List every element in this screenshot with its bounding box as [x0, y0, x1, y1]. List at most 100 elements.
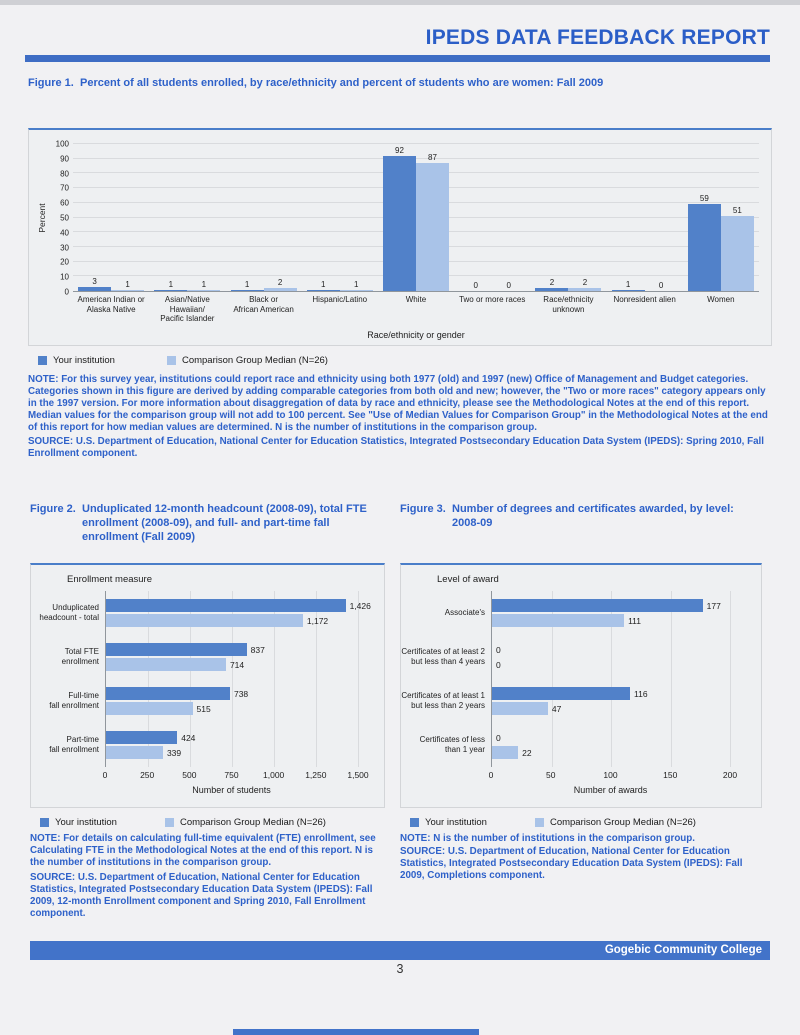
axis-tick-label: 0 [64, 287, 69, 297]
axis-tick-label: 1,250 [305, 770, 327, 780]
institution-swatch-icon [410, 818, 419, 827]
figure2-plot-row: Unduplicated headcount - total Total FTE … [31, 591, 384, 767]
axis-tick-label: 250 [140, 770, 155, 780]
figure2-source: SOURCE: U.S. Department of Education, Na… [30, 872, 373, 919]
axis-tick-label: 60 [60, 198, 69, 208]
figure3-note: NOTE: N is the number of institutions in… [400, 833, 695, 844]
axis-tick-label: 1,000 [263, 770, 285, 780]
bar-group: 0 22 [492, 723, 730, 767]
bar-your-institution [106, 687, 230, 700]
gridline [730, 591, 731, 767]
bar-your-institution [687, 204, 721, 291]
figure2-legend: Your institution Comparison Group Median… [40, 817, 326, 828]
bar-group: 837 714 [106, 635, 358, 679]
bar-value-label: 3 [92, 276, 97, 286]
axis-tick-label: 100 [55, 139, 69, 149]
figure1-source: SOURCE: U.S. Department of Education, Na… [28, 436, 764, 459]
category-label: Asian/Native Hawaiian/ Pacific Islander [160, 295, 215, 324]
bar-value-label: 0 [506, 281, 511, 290]
figure2-category-labels: Unduplicated headcount - total Total FTE … [31, 591, 105, 767]
figure1-title-text: Percent of all students enrolled, by rac… [80, 77, 604, 89]
bar-value-label: 339 [166, 747, 182, 758]
legend-item-institution: Your institution [40, 817, 117, 828]
axis-tick-label: 50 [60, 213, 69, 223]
median-swatch-icon [534, 818, 544, 827]
figure2-axis-title: Enrollment measure [67, 574, 153, 585]
axis-tick-label: 100 [603, 770, 618, 780]
bar-value-label: 714 [229, 659, 245, 670]
figure1-category-labels: American Indian or Alaska Native Asian/Na… [73, 295, 759, 324]
figure3-category-labels: Associate's Certificates of at least 2 bu… [401, 591, 491, 767]
bar-value-label: 0 [658, 281, 664, 290]
figure3-plot-area: 177 111 0 0 116 47 0 22 [491, 591, 731, 767]
bar-value-label: 1 [168, 279, 174, 289]
legend-item-institution: Your institution [38, 355, 115, 366]
bar-value-label: 2 [277, 278, 283, 288]
bar-group: 92 87 [378, 144, 454, 291]
figure1-plot-area: 3 1 1 1 1 2 1 1 92 87 0 0 2 2 1 0 59 51 [73, 143, 759, 292]
bar-value-label: 1 [625, 279, 631, 289]
bar-value-label: 1,426 [349, 600, 371, 611]
bar-value-label: 59 [699, 194, 709, 204]
bar-value-label: 111 [628, 615, 641, 626]
bar-your-institution [106, 599, 346, 612]
bar-value-label: 47 [551, 703, 562, 714]
bar-value-label: 51 [732, 206, 742, 216]
bar-comparison-median [106, 658, 226, 671]
gridline [73, 157, 759, 159]
bar-group: 59 51 [683, 144, 759, 291]
bar-value-label: 177 [706, 600, 721, 611]
gridline [358, 591, 359, 767]
figure1-note: NOTE: For this survey year, institutions… [28, 374, 768, 433]
bar-value-label: 0 [496, 644, 501, 655]
gridline [73, 143, 759, 144]
category-label: Associate's [444, 608, 485, 617]
bar-comparison-median [111, 289, 145, 291]
bar-group: 116 47 [492, 679, 730, 723]
category-label: Black or African American [233, 295, 294, 314]
figure3-axis-title: Level of award [437, 574, 499, 585]
axis-tick-label: 0 [102, 770, 108, 780]
median-swatch-icon [164, 818, 174, 827]
gridline [551, 591, 553, 767]
figure2-x-axis-title: Number of students [192, 785, 271, 795]
bar-comparison-median [568, 288, 602, 291]
gridline [274, 591, 275, 767]
axis-tick-label: 50 [546, 770, 556, 780]
axis-tick-label: 10 [60, 272, 69, 282]
scan-edge-top [0, 0, 800, 5]
figure1-label: Figure 1. [28, 77, 74, 89]
figure2-label: Figure 2. [30, 503, 76, 515]
bar-comparison-median [339, 289, 373, 291]
legend-item-median: Comparison Group Median (N=26) [166, 355, 328, 366]
category-label: Full-time fall enrollment [49, 691, 99, 710]
bar-value-label: 116 [634, 688, 648, 699]
bar-value-label: 0 [496, 732, 501, 743]
page-number: 3 [396, 962, 404, 976]
bar-comparison-median [492, 702, 548, 715]
figure2-title-text: Unduplicated 12-month headcount (2008-09… [82, 503, 367, 543]
figure3-title-text: Number of degrees and certificates award… [452, 503, 734, 529]
bar-value-label: 1,172 [306, 615, 329, 626]
bar-value-label: 1 [354, 279, 359, 289]
scan-edge-bottom [233, 1029, 479, 1035]
bar-value-label: 2 [549, 278, 555, 288]
bar-comparison-median [106, 702, 193, 715]
bar-group: 177 111 [492, 591, 730, 635]
category-label: Part-time fall enrollment [49, 735, 99, 754]
figure1-y-axis-title: Percent [37, 203, 47, 233]
figure2-note: NOTE: For details on calculating full-ti… [30, 833, 376, 868]
figure3-title: Figure 3. Number of degrees and certific… [400, 503, 762, 531]
bar-value-label: 2 [582, 278, 588, 288]
category-label: American Indian or Alaska Native [77, 295, 145, 314]
axis-tick-label: 70 [60, 183, 69, 193]
figure2-x-ticks: 0 250 500 750 1,000 1,250 1,500 [102, 770, 369, 783]
figure3-legend: Your institution Comparison Group Median… [410, 817, 696, 828]
category-label: Nonresident alien [613, 295, 676, 304]
bar-your-institution [492, 599, 703, 612]
institution-swatch-icon [38, 356, 47, 365]
category-label: Certificates of at least 2 but less than… [401, 647, 485, 666]
